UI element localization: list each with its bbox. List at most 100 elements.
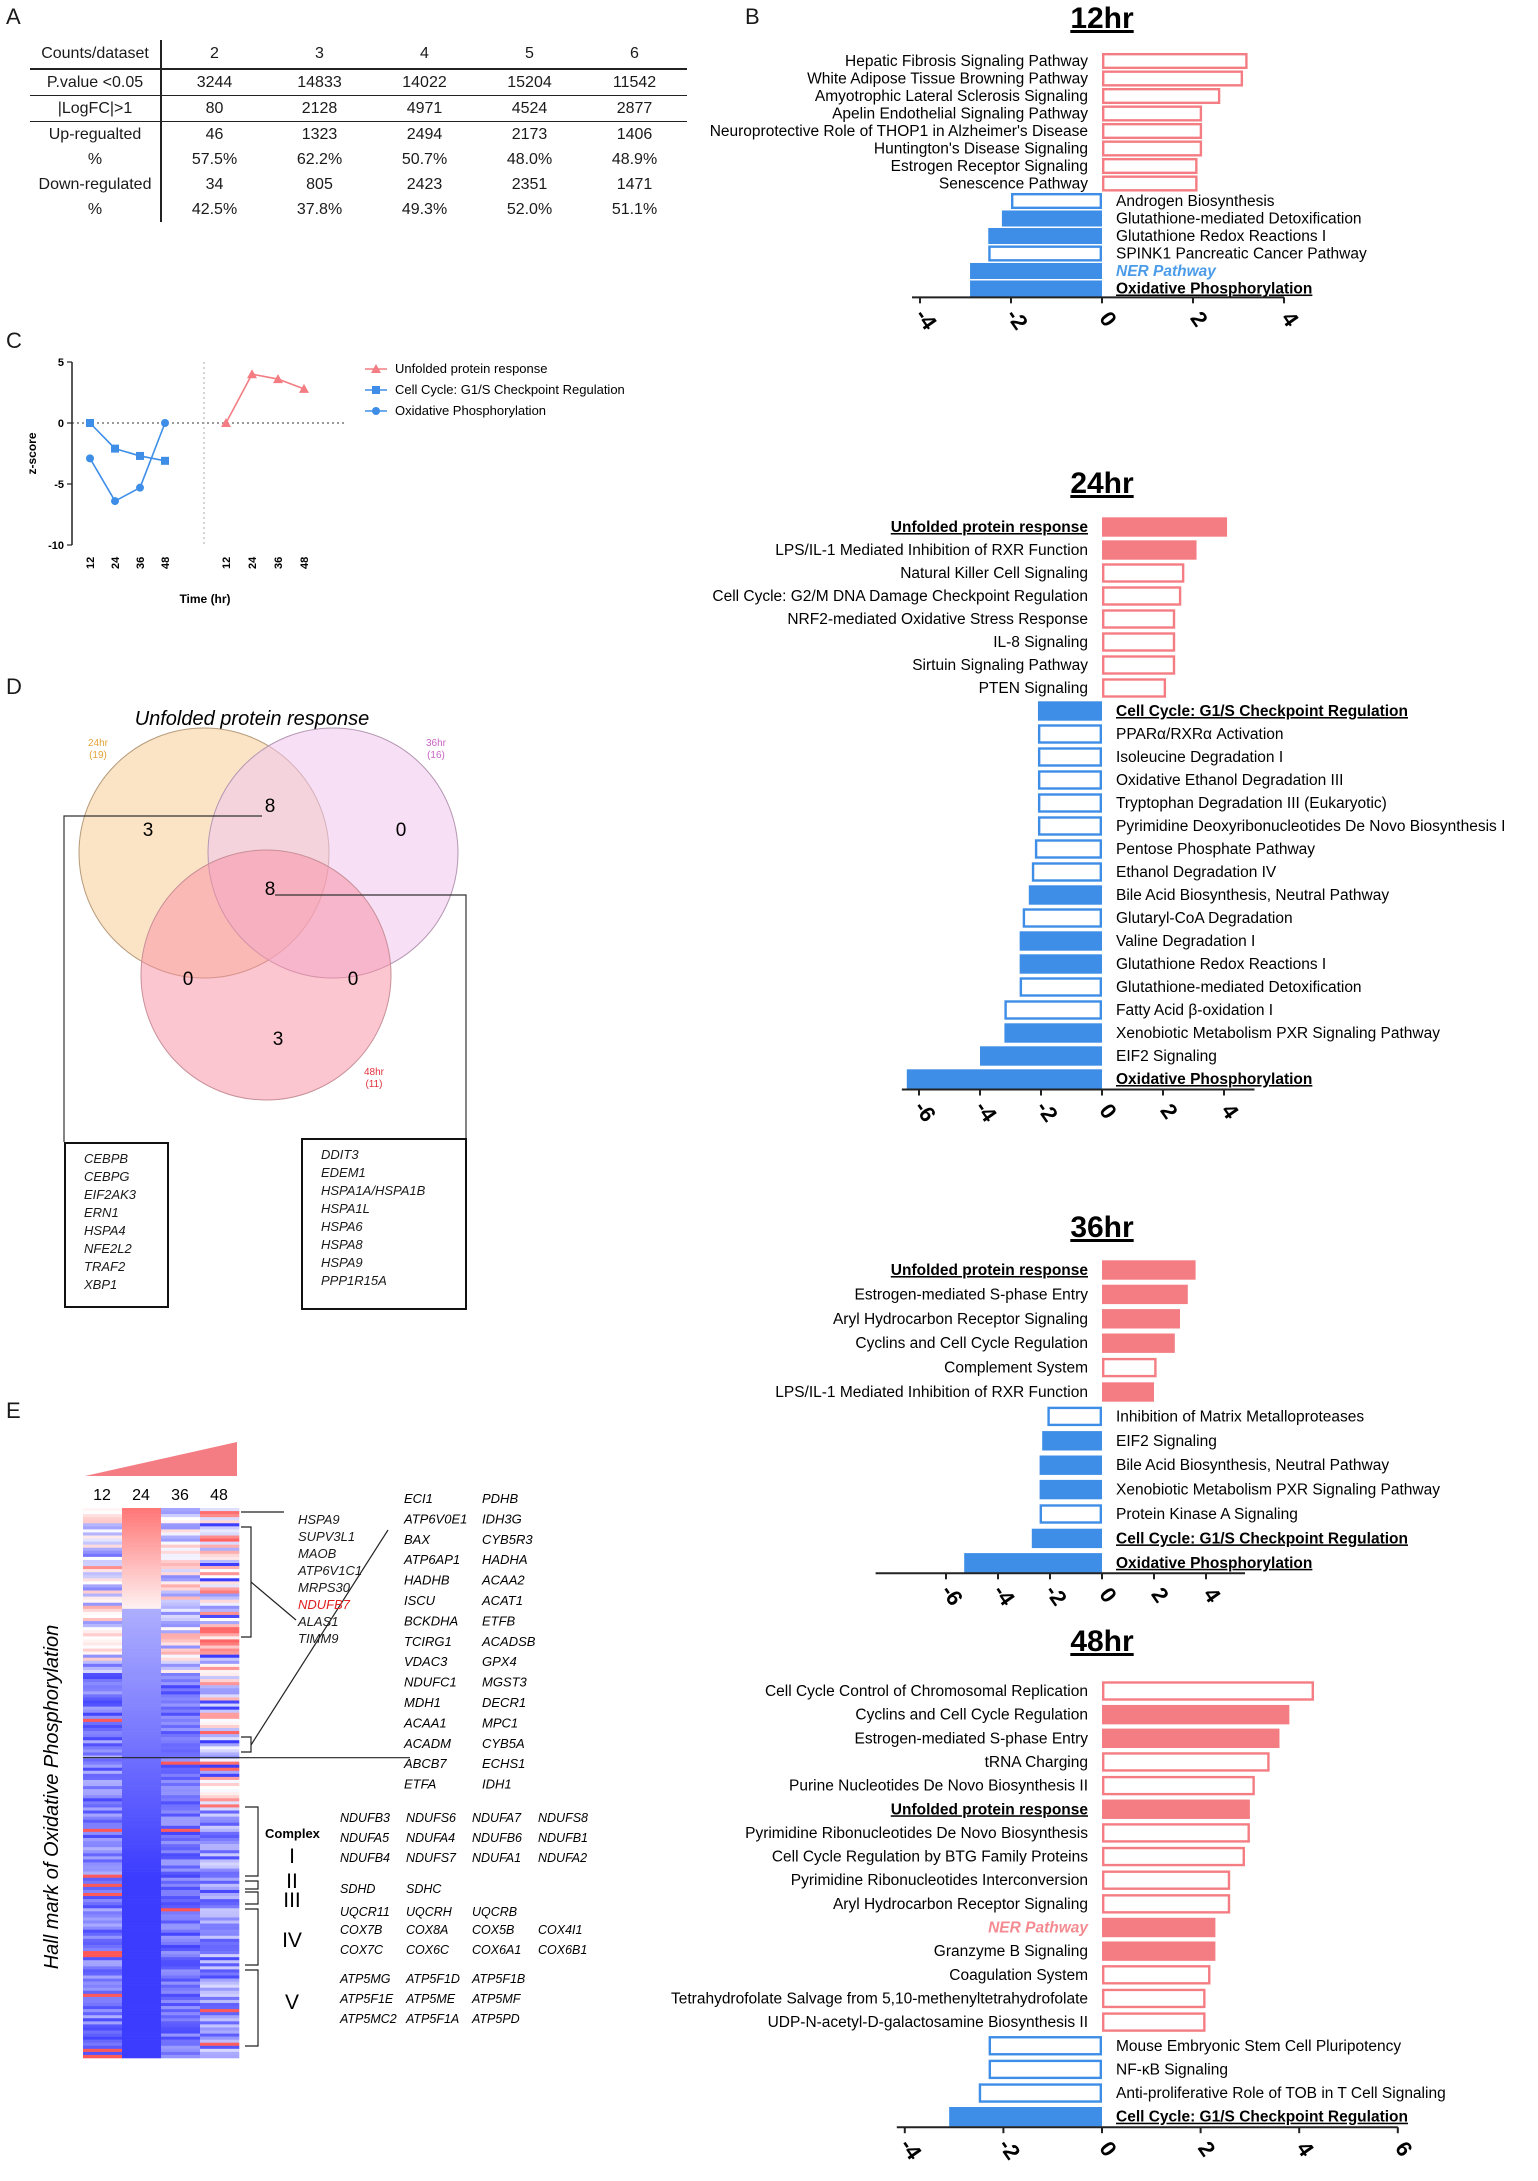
heatmap-cell — [161, 2021, 201, 2025]
heatmap-cell — [122, 1984, 162, 1989]
gene-name: BCKDHA — [404, 1613, 458, 1628]
x-tick-label: 4 — [1216, 1099, 1244, 1124]
heatmap-cell — [122, 1948, 162, 1952]
gene-name: HSPA9 — [298, 1512, 340, 1527]
heatmap-cell — [83, 1575, 123, 1579]
heatmap-cell — [83, 1544, 123, 1549]
heatmap-cell — [83, 1996, 123, 2001]
heatmap-cell — [200, 1764, 240, 1769]
heatmap-cell — [161, 1868, 201, 1872]
heatmap-cell — [122, 1630, 162, 1634]
heatmap-cell — [122, 1737, 162, 1741]
bar — [949, 2106, 1102, 2127]
heatmap-cell — [161, 1862, 201, 1866]
bar — [1102, 1823, 1250, 1843]
heatmap-cell — [161, 1666, 201, 1671]
heatmap-cell — [122, 1990, 162, 1995]
bar — [1037, 816, 1102, 836]
x-tick-label: 2 — [1146, 1583, 1174, 1607]
heatmap-cell — [200, 1920, 240, 1924]
gene-name: NDUFA5 — [340, 1831, 389, 1845]
heatmap-cell — [161, 1724, 201, 1729]
heatmap-cell — [200, 1737, 240, 1741]
heatmap-cell — [122, 1770, 162, 1775]
heatmap-cell — [122, 1669, 162, 1674]
heatmap-cell — [161, 1587, 201, 1591]
heatmap-cell — [200, 2009, 240, 2013]
chart-title: 36hr — [1070, 1211, 1134, 1244]
bar — [1102, 678, 1167, 698]
bar — [1102, 140, 1203, 157]
heatmap-cell — [200, 1957, 240, 1961]
bar — [1102, 1333, 1175, 1353]
heatmap-cell — [161, 2009, 201, 2013]
bar — [988, 2036, 1102, 2056]
table-cell: 80 — [161, 95, 267, 122]
bar — [1102, 563, 1185, 583]
heatmap-cell — [161, 1847, 201, 1851]
heatmap-cell — [83, 1834, 123, 1839]
gene-name: BAX — [404, 1532, 431, 1547]
gene-name: NDUFB4 — [340, 1851, 390, 1865]
heatmap-cell — [122, 1981, 162, 1985]
heatmap-cell — [122, 1926, 162, 1930]
heatmap-cell — [161, 1737, 201, 1741]
gene-name: TCIRG1 — [404, 1634, 452, 1649]
heatmap-cell — [200, 1868, 240, 1872]
data-point — [299, 383, 309, 393]
y-tick-label: -5 — [54, 479, 64, 491]
data-point — [136, 483, 144, 492]
heatmap-cell — [83, 1514, 123, 1518]
bar — [988, 227, 1103, 245]
bar — [1102, 1309, 1181, 1329]
heatmap-cell — [200, 1556, 240, 1561]
table-cell: 2423 — [406, 175, 443, 193]
x-tick-label: 4 — [1292, 2137, 1320, 2162]
heatmap-cell — [200, 1783, 240, 1787]
x-tick-label: -6 — [909, 1096, 941, 1126]
gene-name: COX6A1 — [472, 1943, 521, 1957]
heatmap-cell — [83, 1682, 123, 1686]
gene-name: DDIT3 — [321, 1147, 359, 1162]
bar-label: Tryptophan Degradation III (Eukaryotic) — [1116, 795, 1387, 812]
heatmap-cell — [122, 1886, 162, 1891]
gene-name: PPP1R15A — [321, 1273, 387, 1288]
heatmap-cell — [200, 1758, 240, 1762]
heatmap-cell — [200, 2042, 240, 2047]
gene-name: ATP5F1E — [339, 1992, 394, 2006]
heatmap-cell — [122, 1529, 162, 1533]
heatmap-cell — [122, 1752, 162, 1756]
heatmap-cell — [83, 1941, 123, 1946]
bar — [1102, 157, 1198, 175]
table-cell: 805 — [306, 175, 333, 193]
heatmap-cell — [122, 1828, 162, 1833]
heatmap-cell — [161, 1728, 201, 1732]
heatmap-cell — [122, 1813, 162, 1817]
venn-count-r36_48: 0 — [348, 969, 359, 990]
table-cell: 52.0% — [506, 200, 553, 218]
bar — [970, 262, 1103, 280]
heatmap-cell — [122, 1724, 162, 1729]
table-cell: 2877 — [582, 95, 687, 122]
x-tick-label: 12 — [221, 557, 233, 569]
venn-set-count-36hr: (16) — [427, 750, 445, 761]
bar-label: Oxidative Ethanol Degradation III — [1116, 772, 1343, 789]
gene-name: ACAA2 — [481, 1573, 525, 1588]
heatmap-cell — [161, 1996, 201, 2001]
heatmap-cell — [83, 1599, 123, 1604]
heatmap-cell — [122, 1853, 162, 1857]
heatmap-cell — [200, 1627, 240, 1631]
heatmap-cell — [83, 1578, 123, 1582]
heatmap-cell — [161, 1630, 201, 1634]
heatmap-cell — [200, 1911, 240, 1915]
heatmap-cell — [122, 1844, 162, 1848]
heatmap-cell — [161, 1553, 201, 1558]
gene-name: CYB5A — [482, 1736, 525, 1751]
heatmap-cell — [83, 1987, 123, 1992]
bar — [1102, 122, 1203, 140]
heatmap-cell — [122, 1783, 162, 1787]
heatmap-cell — [122, 2024, 162, 2028]
heatmap-cell — [83, 1795, 123, 1799]
heatmap-cell — [122, 1914, 162, 1918]
bar — [1102, 1775, 1255, 1796]
